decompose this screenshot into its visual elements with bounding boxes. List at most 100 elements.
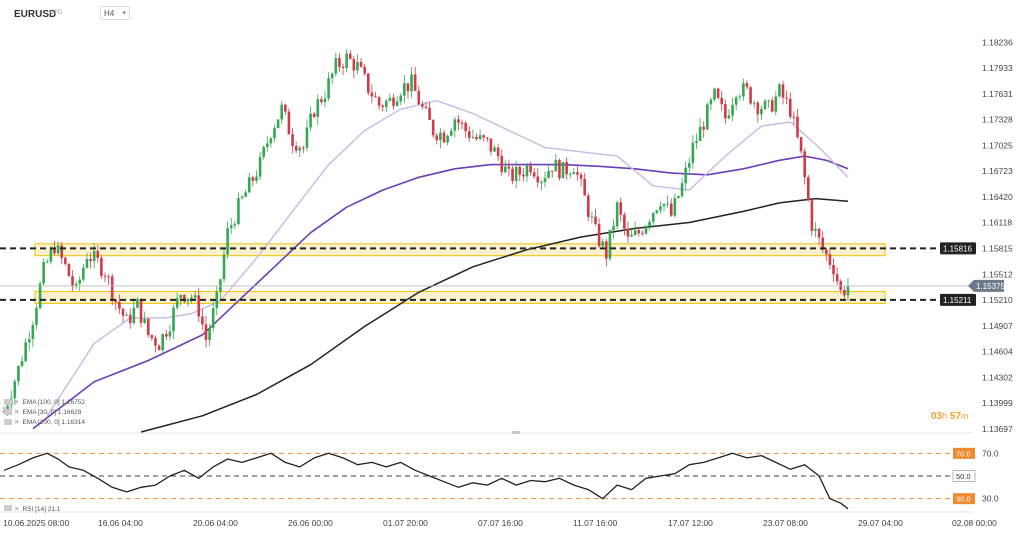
candle-body[interactable] [139,298,143,323]
candle-body[interactable] [96,250,100,258]
candle-body[interactable] [586,195,590,217]
candle-body[interactable] [543,177,547,183]
candle-body[interactable] [576,172,579,175]
candle-body[interactable] [294,146,298,151]
candle-body[interactable] [558,159,561,179]
legend-ema100[interactable]: ✕ EMA [100, 0] 1.16752 [4,398,85,408]
candle-body[interactable] [226,228,229,255]
candle-body[interactable] [154,337,157,346]
candle-body[interactable] [644,226,648,234]
candle-body[interactable] [273,128,276,139]
remove-icon[interactable]: ✕ [14,506,20,513]
candle-body[interactable] [579,174,583,179]
candle-body[interactable] [442,132,446,143]
candle-body[interactable] [179,294,183,299]
price-zone[interactable] [34,290,886,304]
candle-body[interactable] [612,226,615,230]
candle-body[interactable] [760,109,763,115]
candle-body[interactable] [651,212,655,222]
candle-body[interactable] [843,290,846,296]
candle-body[interactable] [673,198,677,216]
candle-body[interactable] [554,159,558,172]
candle-body[interactable] [204,324,208,340]
candle-body[interactable] [406,83,410,92]
candle-body[interactable] [832,264,835,275]
candle-body[interactable] [215,291,219,309]
candle-body[interactable] [511,168,514,182]
candle-body[interactable] [601,241,605,246]
candle-body[interactable] [320,99,323,103]
candle-body[interactable] [687,163,691,168]
visibility-toggle-icon[interactable] [4,505,12,511]
candle-body[interactable] [146,318,150,336]
candle-body[interactable] [370,92,374,97]
candle-body[interactable] [702,126,705,130]
price-zone[interactable] [34,243,886,257]
candle-body[interactable] [630,234,633,237]
candle-body[interactable] [172,307,175,332]
rsi-line[interactable] [3,452,849,510]
candle-body[interactable] [352,58,356,71]
candle-body[interactable] [478,135,482,140]
candle-body[interactable] [803,151,806,178]
candle-body[interactable] [341,66,345,68]
candle-body[interactable] [738,96,742,98]
candle-body[interactable] [287,111,291,135]
candle-body[interactable] [27,339,31,343]
pane-resize-handle[interactable] [512,431,520,434]
candle-body[interactable] [626,228,630,237]
candle-body[interactable] [374,96,377,98]
candle-body[interactable] [103,275,107,277]
candle-body[interactable] [175,298,179,308]
candle-body[interactable] [385,100,388,108]
candle-body[interactable] [504,166,507,173]
candle-body[interactable] [309,113,312,128]
candle-body[interactable] [475,136,478,140]
candle-body[interactable] [421,104,424,107]
candle-body[interactable] [381,105,385,108]
candle-body[interactable] [211,308,215,328]
candle-body[interactable] [518,166,522,175]
candle-body[interactable] [691,142,695,164]
candle-body[interactable] [464,123,467,132]
candle-body[interactable] [799,137,803,152]
candle-body[interactable] [597,223,601,246]
candle-body[interactable] [810,200,814,231]
candle-body[interactable] [157,345,161,351]
candle-body[interactable] [125,314,128,316]
candle-body[interactable] [785,97,788,99]
candle-body[interactable] [31,324,35,340]
candle-body[interactable] [648,221,651,227]
candle-body[interactable] [460,122,464,124]
candle-body[interactable] [64,257,67,264]
candle-body[interactable] [219,279,222,292]
candle-body[interactable] [186,298,190,302]
candle-body[interactable] [316,99,320,117]
candle-body[interactable] [161,334,164,351]
candle-body[interactable] [500,156,504,173]
candle-body[interactable] [529,165,532,173]
candle-body[interactable] [424,106,428,108]
candle-body[interactable] [251,177,255,181]
candle-body[interactable] [745,83,749,88]
candle-body[interactable] [695,140,698,143]
candle-body[interactable] [698,126,702,141]
candle-body[interactable] [165,334,168,337]
candle-body[interactable] [323,98,327,103]
candle-body[interactable] [446,135,449,143]
candle-body[interactable] [143,318,146,323]
candle-body[interactable] [392,97,395,106]
candle-body[interactable] [150,335,154,338]
candle-body[interactable] [471,136,475,138]
candle-body[interactable] [100,257,103,276]
candle-body[interactable] [605,241,608,259]
candle-body[interactable] [35,308,38,325]
candle-body[interactable] [348,53,352,59]
candle-body[interactable] [514,166,518,182]
candle-body[interactable] [763,100,767,110]
candle-body[interactable] [568,173,572,175]
candle-body[interactable] [229,225,233,229]
remove-icon[interactable]: ✕ [14,419,20,426]
candle-body[interactable] [453,119,457,131]
candle-body[interactable] [655,210,659,213]
